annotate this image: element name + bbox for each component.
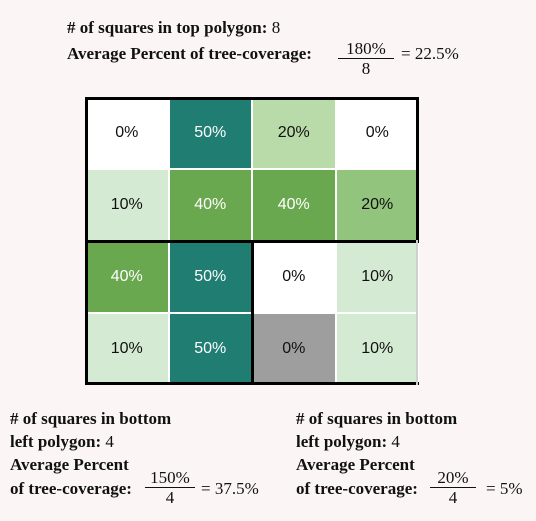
br-result: = 5% (486, 479, 523, 498)
br-line2-label: left polygon: (296, 432, 388, 451)
grid-cell-r2c3: 40% (252, 169, 336, 241)
bottom-divider-border (251, 240, 254, 385)
top-count-line: # of squares in top polygon: 8 (67, 18, 280, 38)
top-numerator: 180% (338, 39, 394, 59)
grid-cell-r4c3: 0% (252, 313, 336, 385)
br-line3: Average Percent (296, 455, 415, 474)
top-result: = 22.5% (401, 44, 459, 63)
bl-denominator: 4 (165, 488, 175, 507)
grid-cell-r4c1: 10% (85, 313, 169, 385)
grid-cell-r1c1: 0% (85, 97, 169, 169)
bl-line2-label: left polygon: (10, 432, 102, 451)
br-line1: # of squares in bottom (296, 409, 458, 428)
bl-fraction: 150% 4 (145, 468, 195, 507)
top-polygon-right-border (416, 97, 419, 241)
top-avg-label: Average Percent of tree-coverage: (67, 44, 312, 63)
grid-cell-r4c2: 50% (168, 313, 252, 385)
top-count-label: # of squares in top polygon: (67, 18, 268, 37)
grid-cell-r2c1: 10% (85, 169, 169, 241)
bottom-right-edge-border (416, 240, 418, 385)
bl-result: = 37.5% (201, 479, 259, 498)
br-line4: of tree-coverage: (296, 479, 418, 498)
tree-coverage-grid: 0% 50% 20% 0% 10% 40% 40% 20% 40% 50% 0% 10% 10% 50% 0… (85, 97, 419, 385)
bl-line3: Average Percent (10, 455, 129, 474)
grid-cell-r2c4: 20% (335, 169, 419, 241)
br-line2-value: 4 (391, 432, 400, 451)
top-count-value: 8 (271, 18, 281, 37)
grid-cell-r3c4: 10% (335, 241, 419, 313)
bl-numerator: 150% (145, 468, 195, 488)
bl-line2-value: 4 (105, 432, 114, 451)
br-fraction: 20% 4 (430, 468, 476, 507)
outer-top-border (85, 97, 419, 100)
top-denominator: 8 (361, 59, 371, 78)
grid-cell-r1c4: 0% (335, 97, 419, 169)
grid-cell-r1c2: 50% (168, 97, 252, 169)
grid-cell-r3c1: 40% (85, 241, 169, 313)
bl-line1: # of squares in bottom (10, 409, 172, 428)
grid-cell-r4c4: 10% (335, 313, 419, 385)
grid-cell-r3c2: 50% (168, 241, 252, 313)
br-line2: left polygon: 4 (296, 432, 400, 452)
grid-cell-r2c2: 40% (168, 169, 252, 241)
bl-line4: of tree-coverage: (10, 479, 132, 498)
bl-line2: left polygon: 4 (10, 432, 114, 452)
br-denominator: 4 (448, 488, 458, 507)
top-fraction: 180% 8 (338, 39, 394, 78)
grid-cell-r3c3: 0% (252, 241, 336, 313)
grid-cell-r1c3: 20% (252, 97, 336, 169)
br-numerator: 20% (430, 468, 476, 488)
